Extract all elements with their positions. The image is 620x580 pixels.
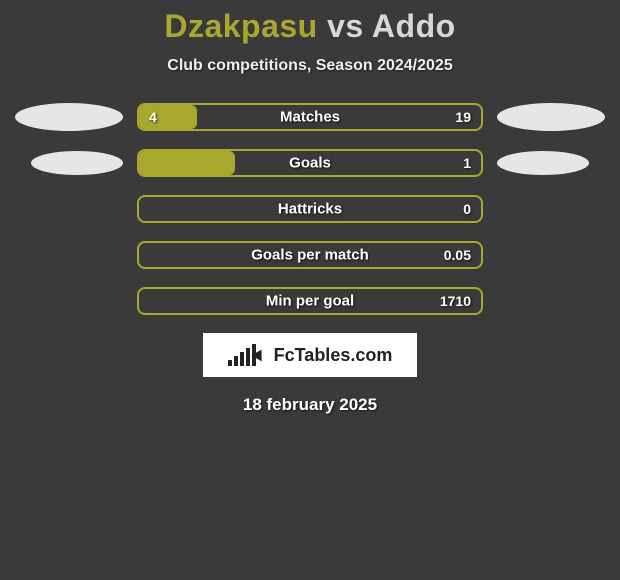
stat-left-value: 4	[149, 109, 157, 125]
player2-name: Addo	[372, 8, 456, 44]
page-title: Dzakpasu vs Addo	[0, 8, 620, 45]
stat-row: Hattricks 0	[0, 195, 620, 223]
stat-bar: Goals 1	[137, 149, 483, 177]
stat-label: Goals per match	[251, 247, 369, 264]
stat-bar: Goals per match 0.05	[137, 241, 483, 269]
bar-fill-left	[139, 151, 235, 175]
stat-right-value: 19	[455, 109, 471, 125]
stat-bar: Min per goal 1710	[137, 287, 483, 315]
stat-right-value: 1	[463, 155, 471, 171]
stat-label: Min per goal	[266, 293, 354, 310]
chart-icon	[228, 344, 268, 366]
footer-date: 18 february 2025	[0, 395, 620, 415]
stat-right-value: 0.05	[444, 247, 471, 263]
stat-row: Goals per match 0.05	[0, 241, 620, 269]
subtitle: Club competitions, Season 2024/2025	[0, 57, 620, 75]
stat-row: Goals 1	[0, 149, 620, 177]
comparison-card: Dzakpasu vs Addo Club competitions, Seas…	[0, 0, 620, 415]
stat-label: Hattricks	[278, 201, 342, 218]
stat-label: Matches	[280, 109, 340, 126]
player1-name: Dzakpasu	[164, 8, 317, 44]
stat-label: Goals	[289, 155, 331, 172]
stat-right-value: 1710	[440, 293, 471, 309]
stat-row: Min per goal 1710	[0, 287, 620, 315]
stat-bar: Hattricks 0	[137, 195, 483, 223]
right-indicator-ellipse	[497, 103, 605, 131]
title-vs: vs	[327, 8, 364, 44]
left-indicator-ellipse	[15, 103, 123, 131]
stat-bar: 4 Matches 19	[137, 103, 483, 131]
logo-text: FcTables.com	[274, 345, 393, 366]
right-indicator-ellipse	[497, 151, 589, 175]
stats-list: 4 Matches 19 Goals 1 Hattricks 0 Goals per matc…	[0, 103, 620, 315]
bar-fill-left	[139, 105, 197, 129]
left-indicator-ellipse	[31, 151, 123, 175]
stat-right-value: 0	[463, 201, 471, 217]
source-logo: FcTables.com	[203, 333, 417, 377]
stat-row: 4 Matches 19	[0, 103, 620, 131]
